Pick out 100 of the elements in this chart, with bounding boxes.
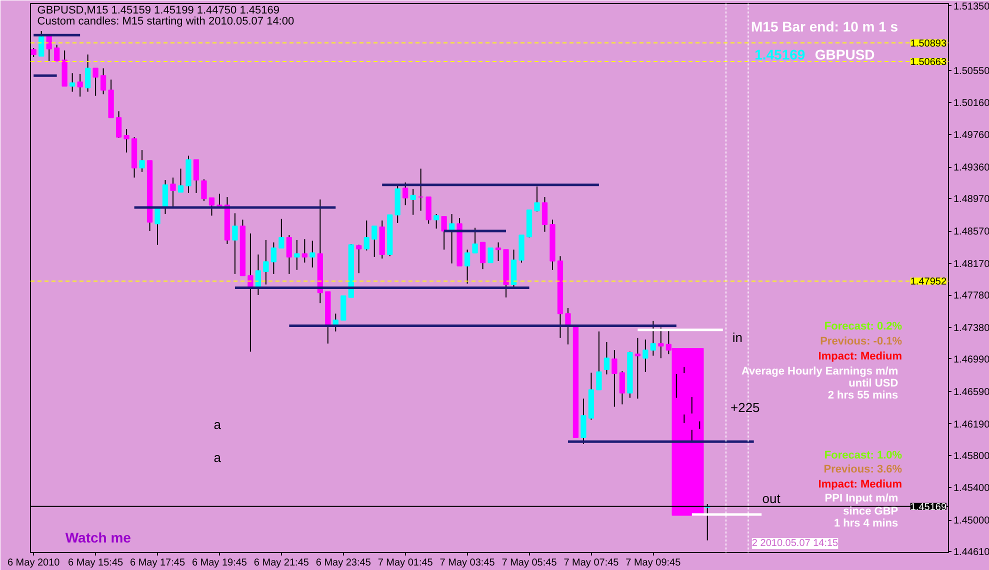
candlestick xyxy=(441,216,447,250)
x-tick-label: 7 May 09:45 xyxy=(626,558,682,568)
annotation: until USD xyxy=(848,378,898,390)
candlestick xyxy=(364,220,370,251)
y-tick-label: 1.46590 xyxy=(954,386,989,398)
annotation: 1 hrs 4 mins xyxy=(834,518,898,530)
candlestick xyxy=(689,396,695,442)
candlestick xyxy=(162,180,168,215)
candlestick xyxy=(488,248,494,264)
candlestick xyxy=(418,168,424,212)
x-tick-label: 7 May 01:45 xyxy=(378,558,434,568)
candlestick xyxy=(310,240,316,268)
candlestick xyxy=(604,341,610,375)
candlestick xyxy=(402,182,408,206)
x-tick-label: 6 May 15:45 xyxy=(68,558,124,568)
candlestick xyxy=(77,73,83,98)
y-tick-label: 1.46190 xyxy=(954,419,989,430)
candlestick xyxy=(642,339,648,372)
candlestick xyxy=(232,212,238,274)
y-tick-label: 1.49360 xyxy=(954,162,989,174)
candlestick xyxy=(70,72,76,92)
x-tick-label: 6 May 2010 xyxy=(7,558,60,568)
y-tick-label: 1.48970 xyxy=(954,194,989,206)
candlestick xyxy=(372,226,378,258)
annotation: 2 hrs 55 mins xyxy=(828,390,898,402)
candlestick xyxy=(302,238,308,264)
candlestick xyxy=(124,128,130,153)
y-tick-label: 1.47380 xyxy=(954,322,989,334)
annotation: GBPUSD xyxy=(814,46,875,62)
candlestick xyxy=(426,196,432,224)
chart-title: GBPUSD,M15 1.45159 1.45199 1.44750 1.45169 xyxy=(37,4,280,16)
candlestick xyxy=(634,337,641,400)
candlestick xyxy=(178,168,184,193)
candlestick xyxy=(208,197,215,216)
annotation: Previous: -0.1% xyxy=(820,336,902,348)
candlestick xyxy=(170,177,176,208)
annotation: since GBP xyxy=(843,506,898,518)
y-tick-label: 1.45400 xyxy=(954,483,989,494)
candlestick xyxy=(619,370,626,405)
annotation: M15 Bar end: 10 m 1 s xyxy=(751,18,898,34)
candlestick xyxy=(565,307,571,345)
candlestick xyxy=(263,239,269,285)
candlestick xyxy=(100,68,106,95)
annotation: PPI Input m/m xyxy=(824,492,898,504)
candlestick xyxy=(650,320,656,356)
annotation: Impact: Medium xyxy=(818,478,902,490)
candlestick xyxy=(612,350,618,408)
y-tick-label: 1.48570 xyxy=(954,226,989,238)
candlestick xyxy=(410,188,416,216)
y-tick-label: 1.45800 xyxy=(954,450,989,462)
annotation: 2 2010.05.07 14:15 xyxy=(752,538,839,549)
y-tick-label: 1.48170 xyxy=(954,258,989,270)
candlestick xyxy=(356,244,362,274)
x-tick-label: 6 May 23:45 xyxy=(316,558,372,568)
annotation: Average Hourly Earnings m/m xyxy=(741,366,898,378)
annotation: out xyxy=(762,491,781,506)
annotation: Impact: Medium xyxy=(818,350,902,362)
y-tick-label: 1.47780 xyxy=(954,290,989,302)
annotation: in xyxy=(732,330,742,345)
candlestick xyxy=(54,44,60,62)
candlestick xyxy=(433,214,440,230)
y-tick-label: 1.44610 xyxy=(954,547,989,558)
x-tick-label: 7 May 03:45 xyxy=(440,558,496,568)
candlestick xyxy=(154,207,160,246)
x-tick-label: 7 May 05:45 xyxy=(502,558,558,568)
x-tick-label: 6 May 21:45 xyxy=(254,558,310,568)
annotation: +225 xyxy=(730,400,760,415)
candlestick xyxy=(480,242,486,270)
annotation: Forecast: 0.2% xyxy=(824,320,902,332)
x-tick-label: 6 May 17:45 xyxy=(130,558,186,568)
candlestick xyxy=(116,110,122,138)
annotation: a xyxy=(214,450,222,465)
candlestick xyxy=(286,234,292,274)
candlestick xyxy=(84,54,91,92)
candlestick xyxy=(580,398,586,444)
annotation: Previous: 3.6% xyxy=(824,464,902,476)
annotation: 1.45169 xyxy=(754,46,806,62)
candlestick xyxy=(596,330,602,390)
x-tick-label: 7 May 07:45 xyxy=(564,558,620,568)
y-tick-label: 1.46990 xyxy=(954,354,989,366)
candlestick xyxy=(216,193,222,206)
candlestick xyxy=(472,227,478,254)
candlestick xyxy=(270,242,277,274)
candlestick xyxy=(464,249,470,284)
annotation: Forecast: 1.0% xyxy=(824,450,902,462)
candlestick xyxy=(534,186,540,212)
text: Custom candles: M15 starting with 2010.05.07 14:00 xyxy=(37,16,294,28)
y-tick-label: 1.49760 xyxy=(954,130,989,142)
annotation: a xyxy=(214,417,222,432)
candlestick xyxy=(193,159,200,194)
candlestick xyxy=(542,196,548,232)
candlestick xyxy=(38,30,44,57)
candlestick xyxy=(278,218,284,249)
candlestick xyxy=(92,68,98,96)
y-tick-label: 1.50160 xyxy=(954,98,989,109)
y-tick-label: 1.51350 xyxy=(954,1,989,12)
candlestick xyxy=(201,178,207,202)
candlestick xyxy=(294,239,300,270)
candlestick xyxy=(139,150,145,172)
candlestick xyxy=(495,242,502,262)
